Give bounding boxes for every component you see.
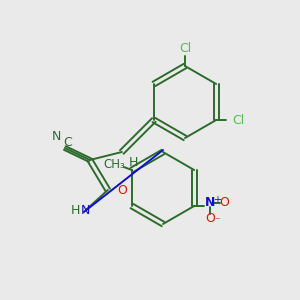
Text: H: H: [71, 203, 80, 217]
Text: Cl: Cl: [232, 113, 244, 127]
Text: C: C: [63, 136, 72, 149]
Text: N: N: [205, 196, 215, 209]
Text: O: O: [219, 196, 229, 209]
Text: O: O: [205, 212, 215, 224]
Text: +: +: [213, 195, 221, 205]
Text: Cl: Cl: [179, 41, 191, 55]
Text: ⁻: ⁻: [214, 216, 220, 226]
Text: CH₃: CH₃: [103, 158, 125, 170]
Text: H: H: [129, 155, 139, 169]
Text: N: N: [81, 205, 91, 218]
Text: N: N: [52, 130, 62, 142]
Text: O: O: [117, 184, 127, 196]
